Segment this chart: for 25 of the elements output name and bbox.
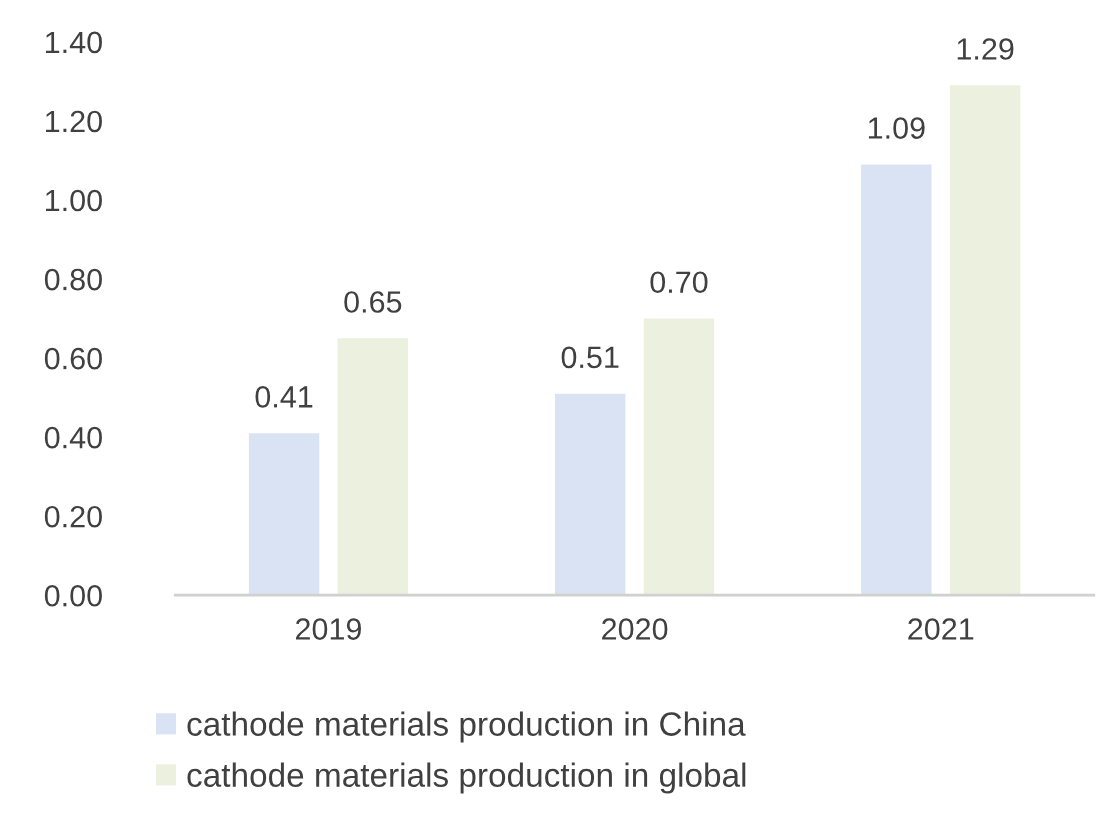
legend-label: cathode materials production in China	[187, 711, 746, 743]
bar	[554, 393, 626, 596]
bar	[337, 338, 409, 596]
text: 0.41	[255, 386, 313, 408]
y-tick-label: 1.20	[46, 110, 102, 133]
legend-label: cathode materials production in global	[187, 762, 746, 794]
bar	[861, 164, 932, 596]
text: 1.09	[868, 117, 925, 139]
text: 1.29	[957, 38, 1014, 60]
y-tick-label: 1.40	[46, 31, 102, 54]
x-tick-label: 2020	[602, 618, 668, 640]
x-tick-label: 2021	[908, 618, 974, 640]
text: 0.65	[344, 291, 402, 313]
y-tick-label: 0.40	[44, 426, 102, 449]
y-tick-label: 0.80	[44, 268, 102, 291]
bar	[949, 85, 1021, 596]
text: 0.70	[650, 271, 708, 294]
bar	[643, 318, 715, 596]
x-tick-label: 2019	[295, 618, 361, 640]
y-tick-label: 0.00	[44, 584, 102, 607]
bar	[248, 433, 320, 596]
y-tick-label: 0.20	[44, 505, 102, 528]
y-tick-label: 0.60	[44, 347, 102, 370]
y-tick-label: 1.00	[46, 189, 102, 212]
text: 0.51	[561, 346, 619, 369]
